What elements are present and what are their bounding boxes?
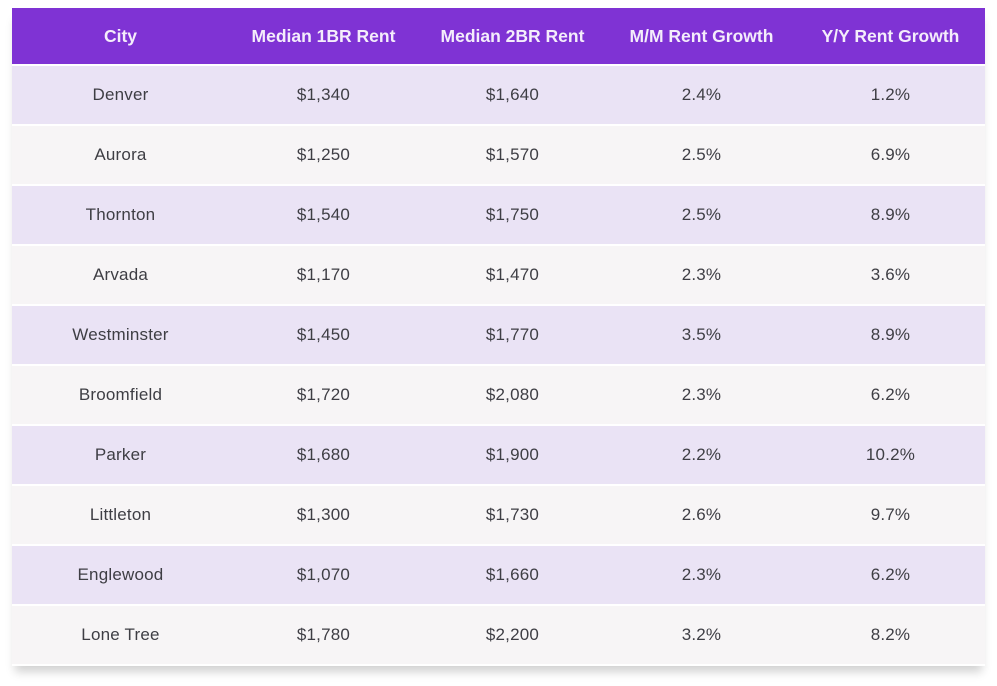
cell-2br-rent: $2,080 bbox=[417, 365, 607, 426]
cell-1br-rent: $1,070 bbox=[228, 545, 418, 606]
cell-mm-growth: 2.5% bbox=[606, 185, 796, 246]
cell-1br-rent: $1,340 bbox=[228, 65, 418, 126]
cell-1br-rent: $1,780 bbox=[228, 605, 418, 666]
table-row-aurora: Aurora $1,250 $1,570 2.5% 6.9% bbox=[12, 125, 985, 186]
cell-1br-rent: $1,720 bbox=[228, 365, 418, 426]
cell-mm-growth: 2.2% bbox=[606, 425, 796, 486]
cell-yy-growth: 9.7% bbox=[795, 485, 985, 546]
cell-1br-rent: $1,170 bbox=[228, 245, 418, 306]
col-header-median-1br-rent: Median 1BR Rent bbox=[228, 8, 418, 66]
cell-city: Denver bbox=[12, 65, 229, 126]
cell-2br-rent: $1,900 bbox=[417, 425, 607, 486]
cell-city: Aurora bbox=[12, 125, 229, 186]
cell-yy-growth: 8.9% bbox=[795, 185, 985, 246]
cell-1br-rent: $1,250 bbox=[228, 125, 418, 186]
cell-yy-growth: 1.2% bbox=[795, 65, 985, 126]
cell-city: Littleton bbox=[12, 485, 229, 546]
cell-mm-growth: 3.5% bbox=[606, 305, 796, 366]
col-header-median-2br-rent: Median 2BR Rent bbox=[417, 8, 607, 66]
cell-city: Arvada bbox=[12, 245, 229, 306]
table-row-broomfield: Broomfield $1,720 $2,080 2.3% 6.2% bbox=[12, 365, 985, 426]
cell-yy-growth: 10.2% bbox=[795, 425, 985, 486]
cell-yy-growth: 3.6% bbox=[795, 245, 985, 306]
col-header-mm-rent-growth: M/M Rent Growth bbox=[606, 8, 796, 66]
table-row-thornton: Thornton $1,540 $1,750 2.5% 8.9% bbox=[12, 185, 985, 246]
cell-city: Parker bbox=[12, 425, 229, 486]
cell-1br-rent: $1,450 bbox=[228, 305, 418, 366]
cell-city: Thornton bbox=[12, 185, 229, 246]
cell-city: Englewood bbox=[12, 545, 229, 606]
table-row-parker: Parker $1,680 $1,900 2.2% 10.2% bbox=[12, 425, 985, 486]
cell-yy-growth: 8.2% bbox=[795, 605, 985, 666]
cell-2br-rent: $1,770 bbox=[417, 305, 607, 366]
cell-1br-rent: $1,300 bbox=[228, 485, 418, 546]
cell-2br-rent: $1,570 bbox=[417, 125, 607, 186]
cell-2br-rent: $1,750 bbox=[417, 185, 607, 246]
cell-2br-rent: $1,640 bbox=[417, 65, 607, 126]
cell-2br-rent: $1,660 bbox=[417, 545, 607, 606]
header-row: City Median 1BR Rent Median 2BR Rent M/M… bbox=[12, 8, 985, 66]
cell-mm-growth: 2.6% bbox=[606, 485, 796, 546]
table-row-westminster: Westminster $1,450 $1,770 3.5% 8.9% bbox=[12, 305, 985, 366]
cell-2br-rent: $1,470 bbox=[417, 245, 607, 306]
cell-yy-growth: 6.2% bbox=[795, 365, 985, 426]
col-header-city: City bbox=[12, 8, 229, 66]
table-row-denver: Denver $1,340 $1,640 2.4% 1.2% bbox=[12, 65, 985, 126]
table-row-littleton: Littleton $1,300 $1,730 2.6% 9.7% bbox=[12, 485, 985, 546]
table-row-lone-tree: Lone Tree $1,780 $2,200 3.2% 8.2% bbox=[12, 605, 985, 666]
cell-yy-growth: 6.2% bbox=[795, 545, 985, 606]
cell-yy-growth: 6.9% bbox=[795, 125, 985, 186]
cell-1br-rent: $1,540 bbox=[228, 185, 418, 246]
col-header-yy-rent-growth: Y/Y Rent Growth bbox=[795, 8, 985, 66]
cell-mm-growth: 2.3% bbox=[606, 245, 796, 306]
cell-2br-rent: $1,730 bbox=[417, 485, 607, 546]
cell-city: Broomfield bbox=[12, 365, 229, 426]
cell-mm-growth: 2.3% bbox=[606, 365, 796, 426]
table-row-englewood: Englewood $1,070 $1,660 2.3% 6.2% bbox=[12, 545, 985, 606]
cell-mm-growth: 2.5% bbox=[606, 125, 796, 186]
table-row-arvada: Arvada $1,170 $1,470 2.3% 3.6% bbox=[12, 245, 985, 306]
rent-comparison-table: City Median 1BR Rent Median 2BR Rent M/M… bbox=[12, 8, 985, 666]
cell-city: Lone Tree bbox=[12, 605, 229, 666]
cell-1br-rent: $1,680 bbox=[228, 425, 418, 486]
cell-2br-rent: $2,200 bbox=[417, 605, 607, 666]
cell-mm-growth: 3.2% bbox=[606, 605, 796, 666]
cell-city: Westminster bbox=[12, 305, 229, 366]
cell-mm-growth: 2.4% bbox=[606, 65, 796, 126]
cell-yy-growth: 8.9% bbox=[795, 305, 985, 366]
cell-mm-growth: 2.3% bbox=[606, 545, 796, 606]
